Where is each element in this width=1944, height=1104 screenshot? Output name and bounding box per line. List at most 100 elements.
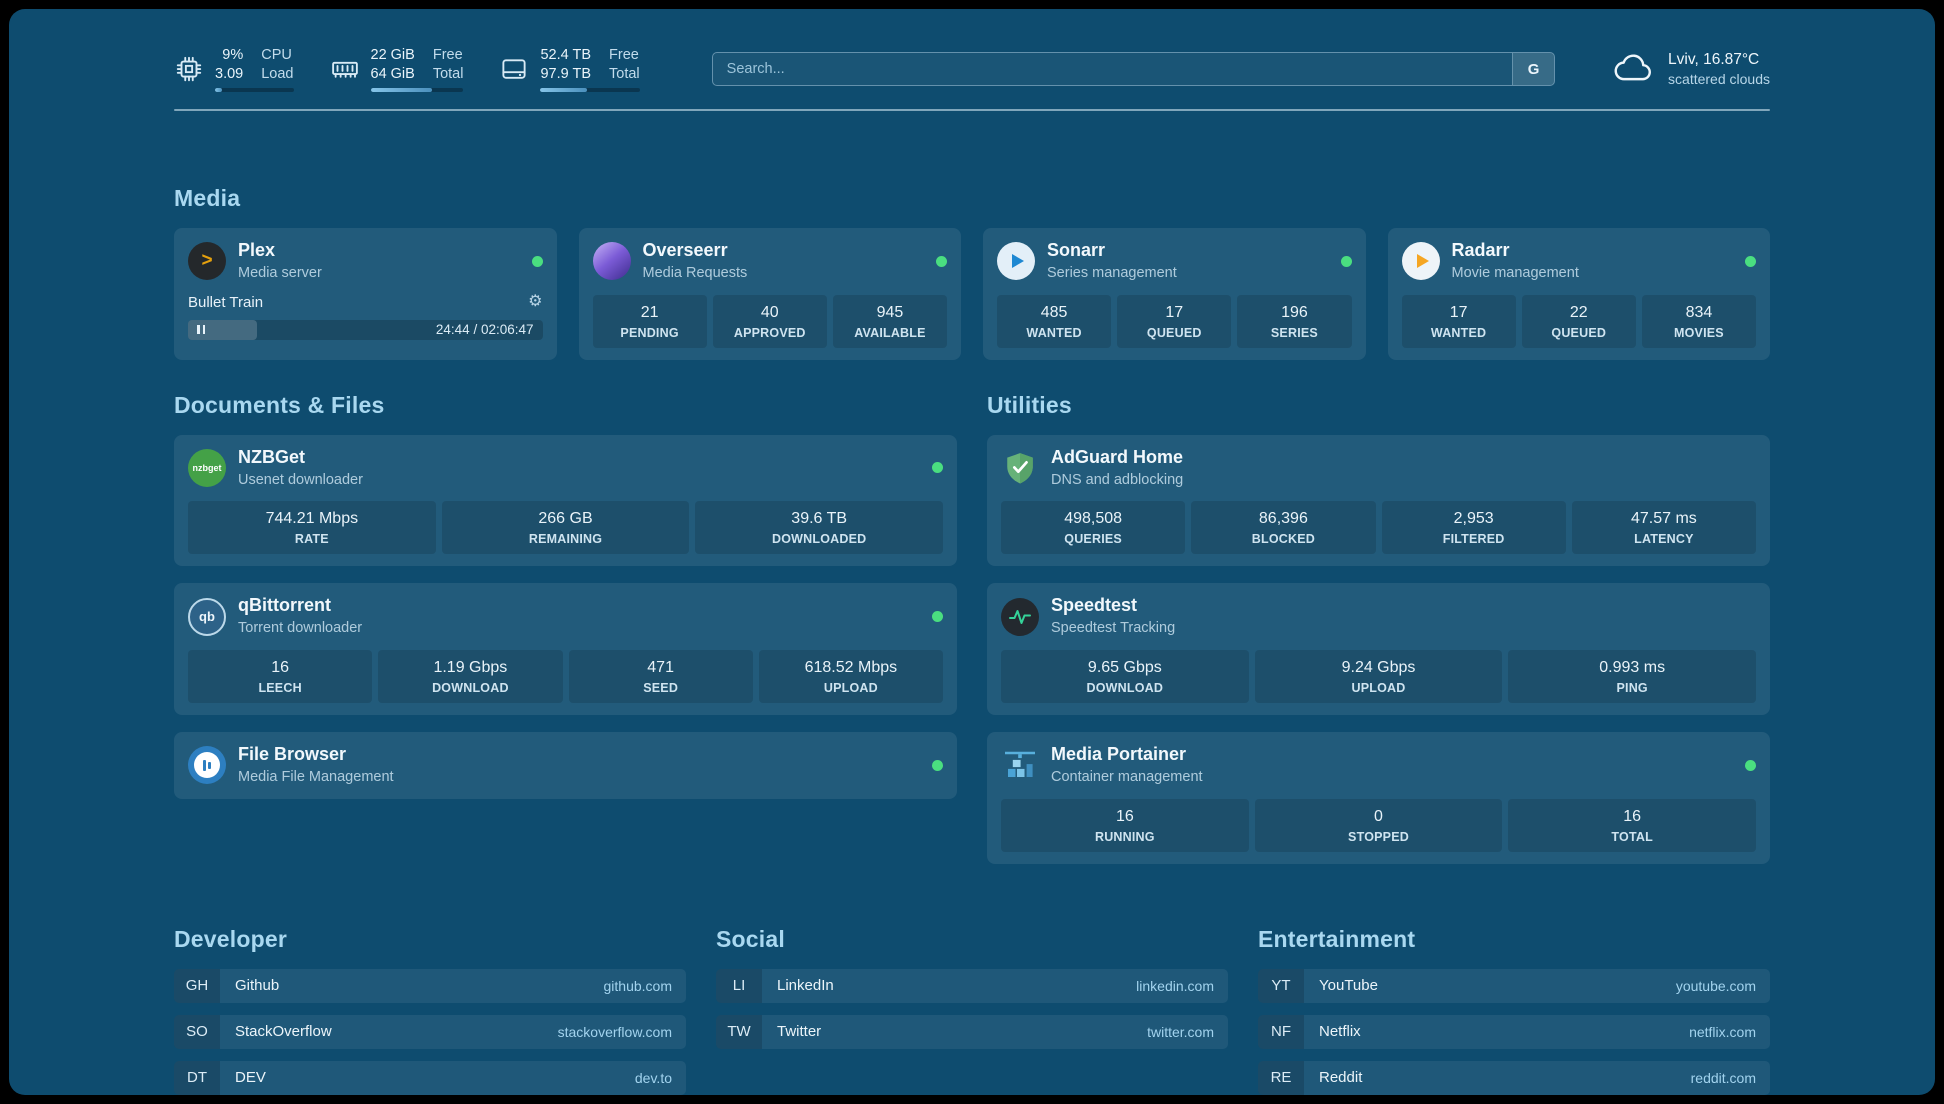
stat-value: 196 (1281, 303, 1308, 321)
qbittorrent-icon: qb (188, 597, 226, 636)
filebrowser-icon (188, 746, 226, 785)
speedtest-icon (1001, 597, 1039, 636)
stat-value: 22 (1569, 303, 1588, 321)
memory-free-label: Free (432, 47, 463, 64)
sonarr-icon (997, 242, 1035, 281)
header-divider (174, 109, 1770, 111)
stat-value: 16 (1623, 807, 1642, 825)
card-title: Sonarr (1047, 240, 1106, 260)
stat-value: 9.65 Gbps (1087, 658, 1162, 676)
stat-running: 16 RUNNING (1001, 798, 1249, 852)
service-card-filebrowser[interactable]: File Browser Media File Management (174, 731, 957, 799)
memory-free-value: 22 GiB (370, 47, 415, 64)
stat-available: 945 AVAILABLE (832, 294, 948, 348)
service-card-qbittorrent[interactable]: qb qBittorrent Torrent downloader 16 LEE… (174, 583, 957, 715)
bookmark-stackoverflow[interactable]: SO StackOverflow stackoverflow.com (174, 1014, 686, 1049)
disk-total-value: 97.9 TB (540, 66, 592, 83)
stat-queued: 17 QUEUED (1117, 294, 1232, 348)
stat-upload: 9.24 Gbps UPLOAD (1254, 649, 1503, 703)
stat-wanted: 485 WANTED (997, 294, 1112, 348)
bookmark-linkedin[interactable]: LI LinkedIn linkedin.com (716, 968, 1228, 1003)
service-card-portainer[interactable]: Media Portainer Container management 16 … (987, 731, 1770, 864)
stat-rate: 744.21 Mbps RATE (188, 501, 436, 555)
service-card-sonarr[interactable]: Sonarr Series management 485 WANTED 17 Q… (983, 228, 1366, 360)
status-dot (531, 255, 543, 267)
stat-label: SEED (643, 680, 679, 695)
bookmark-url: netflix.com (1689, 1023, 1756, 1040)
bookmark-url: linkedin.com (1136, 977, 1214, 994)
bookmark-url: youtube.com (1675, 977, 1756, 994)
stat-label: APPROVED (733, 325, 806, 340)
bookmark-name: YouTube (1319, 977, 1378, 995)
header: 9% 3.09 CPU Load (174, 45, 1770, 93)
bookmark-name: StackOverflow (235, 1023, 332, 1041)
bookmark-netflix[interactable]: NF Netflix netflix.com (1258, 1014, 1770, 1049)
bookmark-youtube[interactable]: YT YouTube youtube.com (1258, 968, 1770, 1003)
resource-widget-memory: 22 GiB 64 GiB Free Total (330, 46, 464, 92)
service-card-speedtest[interactable]: Speedtest Speedtest Tracking 9.65 Gbps D… (987, 583, 1770, 715)
stat-value: 16 (1115, 807, 1134, 825)
card-title: NZBGet (238, 446, 305, 467)
progress-fill (188, 319, 258, 340)
cloud-icon (1613, 50, 1655, 89)
disk-icon (499, 54, 529, 84)
search-bar[interactable]: G (711, 52, 1556, 86)
card-title: AdGuard Home (1051, 446, 1184, 467)
bookmark-name: Twitter (777, 1023, 822, 1041)
service-card-radarr[interactable]: Radarr Movie management 17 WANTED 22 QUE… (1387, 228, 1770, 360)
disk-progress-bar (540, 88, 640, 92)
stat-value: 618.52 Mbps (804, 658, 898, 676)
status-dot (932, 611, 943, 623)
service-card-overseerr[interactable]: Overseerr Media Requests 21 PENDING 40 A… (578, 228, 961, 360)
radarr-icon (1401, 242, 1440, 281)
cpu-icon (174, 54, 204, 84)
service-card-nzbget[interactable]: nzbget NZBGet Usenet downloader 744.21 M… (174, 434, 957, 567)
bookmark-reddit[interactable]: RE Reddit reddit.com (1258, 1060, 1770, 1095)
stat-label: DOWNLOAD (1086, 680, 1164, 695)
search-input[interactable] (712, 53, 1513, 85)
now-playing-time: 24:44 / 02:06:47 (435, 322, 534, 338)
bookmark-url: stackoverflow.com (557, 1023, 672, 1040)
stat-label: WANTED (1026, 325, 1082, 340)
bookmark-abbr: NF (1258, 1014, 1304, 1049)
search-provider-button[interactable]: G (1512, 53, 1555, 85)
bookmark-abbr: TW (716, 1014, 762, 1049)
memory-total-value: 64 GiB (370, 66, 415, 83)
bookmark-github[interactable]: GH Github github.com (174, 968, 686, 1003)
stat-value: 0.993 ms (1599, 658, 1666, 676)
bookmark-name: Netflix (1319, 1023, 1361, 1041)
service-card-adguard[interactable]: AdGuard Home DNS and adblocking 498,508 … (987, 434, 1770, 567)
bookmark-dev[interactable]: DT DEV dev.to (174, 1060, 686, 1095)
resource-widget-disk: 52.4 TB 97.9 TB Free Total (499, 46, 640, 92)
section-title-utilities: Utilities (987, 391, 1072, 418)
stat-value: 945 (876, 303, 904, 321)
stat-value: 40 (760, 303, 779, 321)
pause-icon[interactable] (197, 325, 205, 335)
bookmark-group-social: Social LI LinkedIn linkedin.com TW Twitt… (716, 926, 1228, 1095)
service-card-plex[interactable]: > Plex Media server Bullet Train ⚙ (174, 228, 557, 360)
resource-widget-cpu: 9% 3.09 CPU Load (174, 46, 294, 92)
weather-location: Lviv, 16.87°C (1668, 50, 1760, 68)
section-title-media: Media (174, 185, 241, 211)
bookmark-url: reddit.com (1690, 1069, 1756, 1086)
stat-ping: 0.993 ms PING (1508, 649, 1757, 703)
section-documents: Documents & Files nzbget NZBGet Usenet d… (174, 392, 957, 864)
disk-total-label: Total (609, 66, 640, 83)
cpu-usage-value: 9% (222, 47, 244, 64)
now-playing-progress: 24:44 / 02:06:47 (188, 319, 543, 340)
weather-widget: Lviv, 16.87°C scattered clouds (1613, 50, 1770, 89)
bookmark-abbr: LI (716, 968, 762, 1003)
card-subtitle: Media File Management (238, 768, 394, 785)
stat-label: BLOCKED (1251, 532, 1315, 547)
bookmark-group-title: Developer (174, 925, 288, 952)
stat-leech: 16 LEECH (188, 649, 373, 703)
bookmark-name: LinkedIn (777, 977, 834, 995)
gear-icon[interactable]: ⚙ (528, 293, 543, 311)
bookmark-abbr: GH (174, 968, 220, 1003)
card-subtitle: Usenet downloader (238, 471, 363, 488)
cpu-usage-label: CPU (261, 47, 292, 64)
bookmark-twitter[interactable]: TW Twitter twitter.com (716, 1014, 1228, 1049)
stat-upload: 618.52 Mbps UPLOAD (758, 649, 943, 703)
stat-label: TOTAL (1611, 829, 1653, 844)
stat-value: 39.6 TB (791, 510, 848, 528)
